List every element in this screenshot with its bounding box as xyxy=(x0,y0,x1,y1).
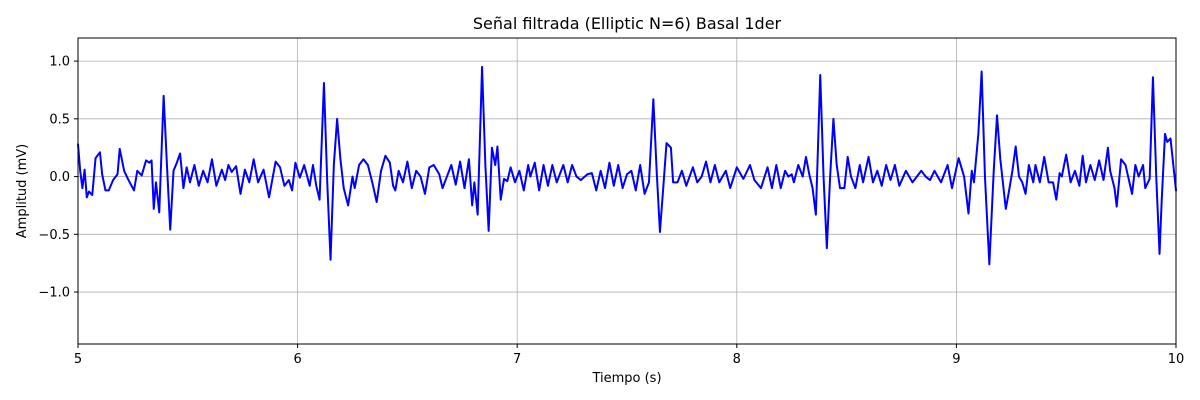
y-tick-label: 1.0 xyxy=(49,55,70,70)
y-axis-label: Amplitud (mV) xyxy=(15,144,30,238)
x-tick-label: 5 xyxy=(74,352,82,367)
plot-frame xyxy=(77,37,1177,345)
y-tick-label: −0.5 xyxy=(38,228,70,243)
x-tick-label: 10 xyxy=(1168,352,1185,367)
x-axis: 5 6 7 8 9 10 xyxy=(74,344,1184,367)
x-tick-label: 8 xyxy=(733,352,741,367)
x-tick-label: 9 xyxy=(952,352,960,367)
x-axis-label: Tiempo (s) xyxy=(591,371,661,386)
plot-area xyxy=(77,65,1177,266)
y-tick-label: 0.0 xyxy=(49,170,70,185)
x-tick-label: 7 xyxy=(513,352,521,367)
chart-title: Señal filtrada (Elliptic N=6) Basal 1der xyxy=(473,14,782,33)
signal-line xyxy=(77,65,1177,266)
y-tick-label: −1.0 xyxy=(38,286,70,301)
y-axis: −1.0 −0.5 0.0 0.5 1.0 xyxy=(38,55,78,301)
y-tick-label: 0.5 xyxy=(49,112,70,127)
x-tick-label: 6 xyxy=(293,352,301,367)
